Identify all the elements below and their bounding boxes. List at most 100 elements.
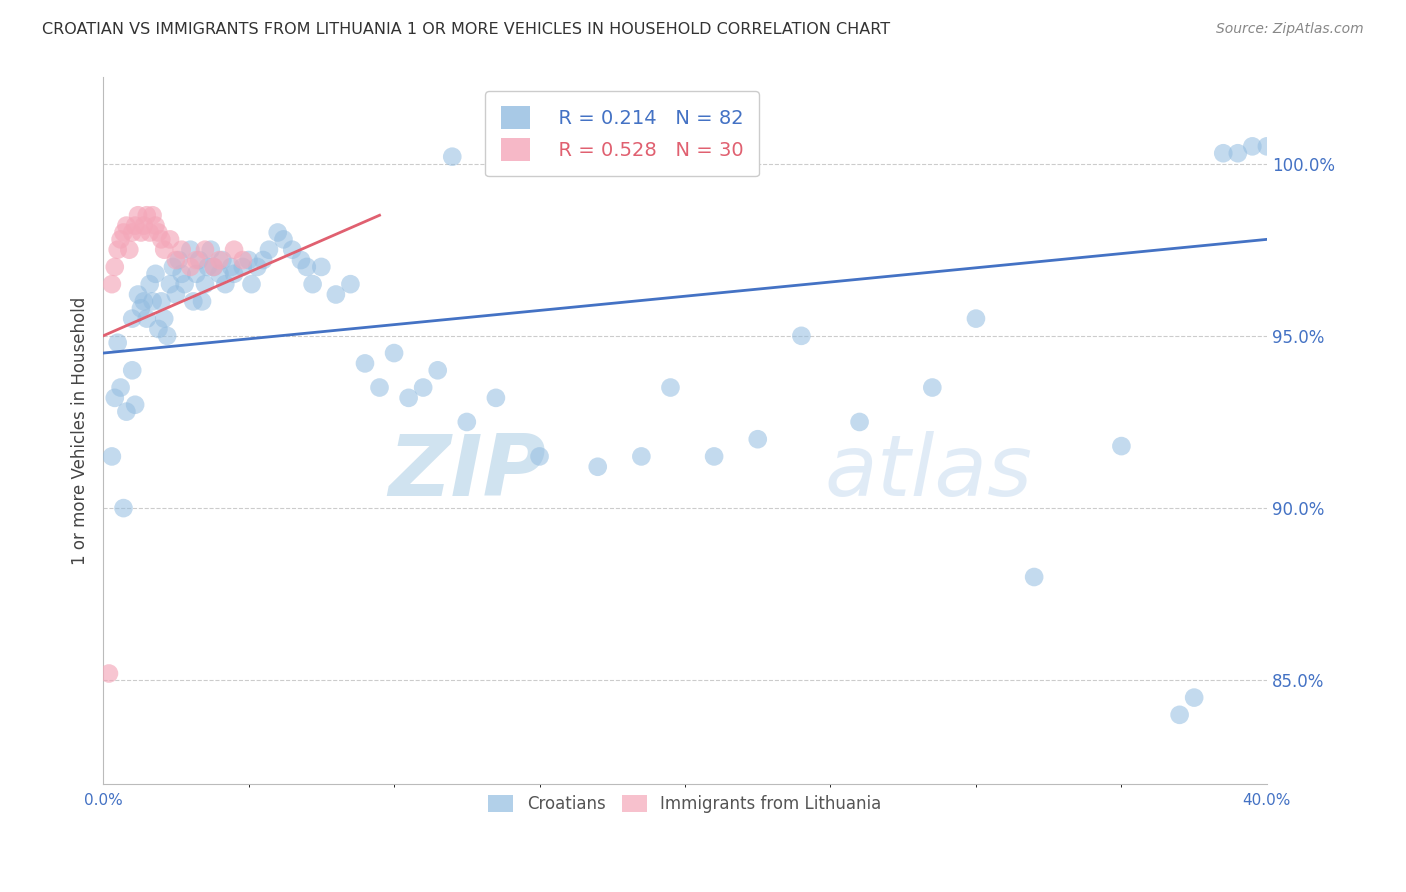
Point xyxy=(232,253,254,268)
Point xyxy=(150,294,173,309)
Point xyxy=(110,232,132,246)
Point xyxy=(301,277,323,292)
Point xyxy=(921,380,943,394)
Point xyxy=(368,380,391,394)
Point xyxy=(135,208,157,222)
Point xyxy=(101,277,124,292)
Point xyxy=(104,391,127,405)
Point xyxy=(202,260,225,274)
Point xyxy=(153,243,176,257)
Point xyxy=(281,243,304,257)
Point xyxy=(132,219,155,233)
Point xyxy=(150,232,173,246)
Point xyxy=(219,260,242,274)
Point xyxy=(257,243,280,257)
Point xyxy=(240,277,263,292)
Point xyxy=(101,450,124,464)
Point xyxy=(162,260,184,274)
Point xyxy=(398,391,420,405)
Point xyxy=(97,666,120,681)
Point xyxy=(156,329,179,343)
Text: ZIP: ZIP xyxy=(388,432,546,515)
Text: CROATIAN VS IMMIGRANTS FROM LITHUANIA 1 OR MORE VEHICLES IN HOUSEHOLD CORRELATIO: CROATIAN VS IMMIGRANTS FROM LITHUANIA 1 … xyxy=(42,22,890,37)
Point xyxy=(194,243,217,257)
Point xyxy=(124,398,146,412)
Point xyxy=(252,253,274,268)
Point xyxy=(127,208,149,222)
Point xyxy=(202,260,225,274)
Point xyxy=(110,380,132,394)
Point xyxy=(107,243,129,257)
Point xyxy=(222,243,245,257)
Point xyxy=(703,450,725,464)
Point xyxy=(191,294,214,309)
Point xyxy=(325,287,347,301)
Point xyxy=(529,450,551,464)
Point xyxy=(153,311,176,326)
Point xyxy=(1256,139,1278,153)
Point xyxy=(211,253,233,268)
Point xyxy=(659,380,682,394)
Point xyxy=(194,277,217,292)
Point xyxy=(167,253,190,268)
Point xyxy=(208,253,231,268)
Point xyxy=(121,363,143,377)
Point xyxy=(121,226,143,240)
Point xyxy=(208,267,231,281)
Point xyxy=(273,232,295,246)
Text: atlas: atlas xyxy=(825,432,1032,515)
Point xyxy=(159,232,181,246)
Point xyxy=(965,311,987,326)
Point xyxy=(311,260,333,274)
Legend: Croatians, Immigrants from Lithuania: Croatians, Immigrants from Lithuania xyxy=(477,783,893,825)
Point xyxy=(104,260,127,274)
Point xyxy=(290,253,312,268)
Point xyxy=(1168,707,1191,722)
Point xyxy=(118,243,141,257)
Point xyxy=(138,277,160,292)
Point xyxy=(165,287,187,301)
Point xyxy=(159,277,181,292)
Point xyxy=(426,363,449,377)
Point xyxy=(142,294,165,309)
Point xyxy=(747,432,769,446)
Point xyxy=(412,380,434,394)
Point xyxy=(441,150,464,164)
Point xyxy=(214,277,236,292)
Point xyxy=(848,415,870,429)
Point xyxy=(115,404,138,418)
Point xyxy=(115,219,138,233)
Point xyxy=(107,335,129,350)
Point xyxy=(246,260,269,274)
Point xyxy=(354,356,377,370)
Point xyxy=(124,219,146,233)
Point xyxy=(1024,570,1046,584)
Point xyxy=(165,253,187,268)
Point xyxy=(485,391,508,405)
Point xyxy=(1182,690,1205,705)
Point xyxy=(129,226,152,240)
Point xyxy=(173,277,195,292)
Point xyxy=(145,219,167,233)
Point xyxy=(238,253,260,268)
Point xyxy=(148,322,170,336)
Point xyxy=(170,267,193,281)
Point xyxy=(295,260,318,274)
Point xyxy=(1111,439,1133,453)
Point xyxy=(232,260,254,274)
Point xyxy=(121,311,143,326)
Point xyxy=(1241,139,1264,153)
Point xyxy=(1212,146,1234,161)
Text: Source: ZipAtlas.com: Source: ZipAtlas.com xyxy=(1216,22,1364,37)
Point xyxy=(148,226,170,240)
Point xyxy=(138,226,160,240)
Point xyxy=(200,243,222,257)
Point xyxy=(181,294,204,309)
Point xyxy=(186,267,208,281)
Point xyxy=(197,260,219,274)
Point xyxy=(186,253,208,268)
Point xyxy=(188,253,211,268)
Point xyxy=(339,277,361,292)
Point xyxy=(132,294,155,309)
Point xyxy=(142,208,165,222)
